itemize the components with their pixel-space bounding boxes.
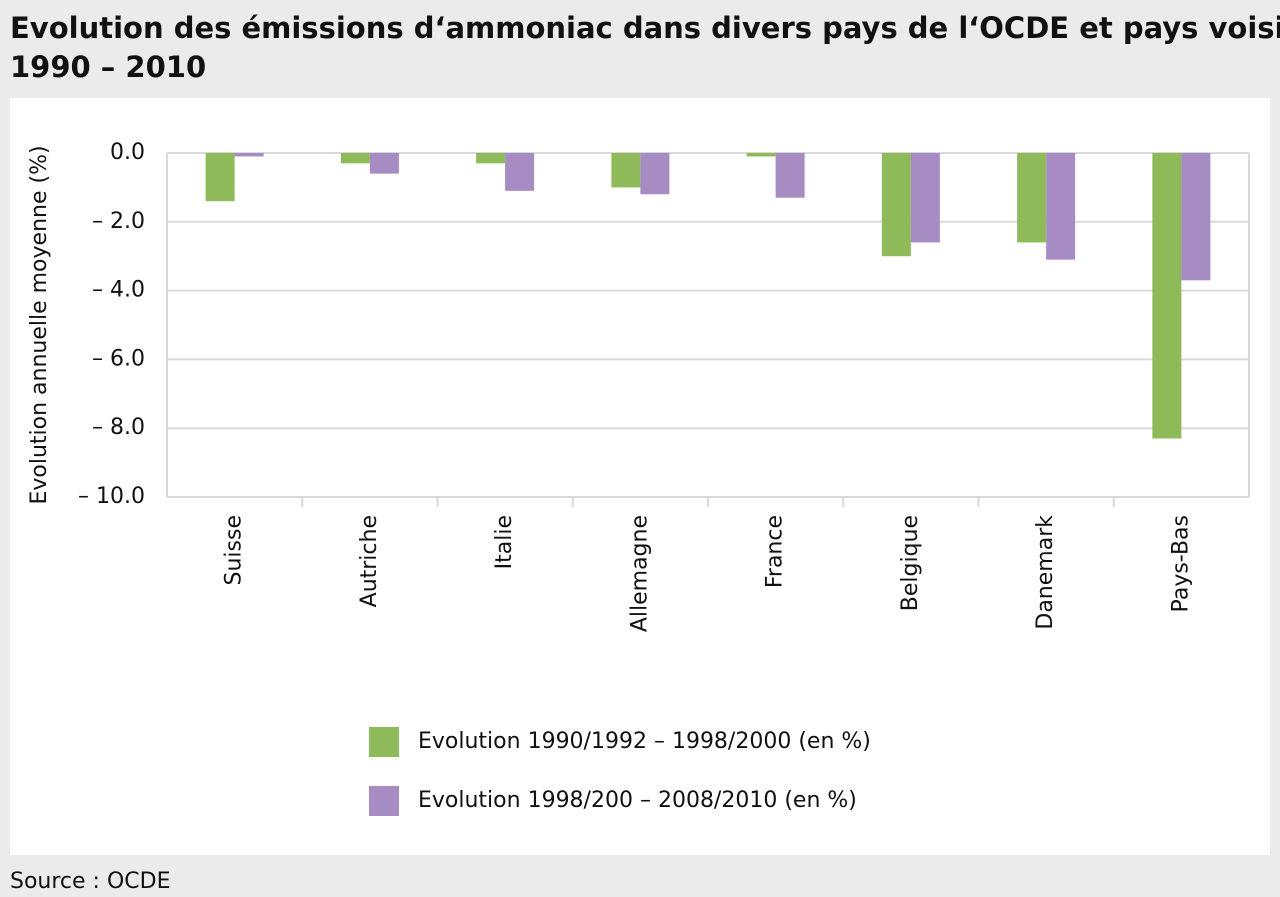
legend-label: Evolution 1990/1992 – 1998/2000 (en %) (418, 729, 871, 754)
y-tick-label: – 6.0 (92, 346, 145, 371)
bar (881, 153, 911, 257)
x-tick-label: Italie (492, 515, 517, 569)
y-axis-title: Evolution annuelle moyenne (%) (27, 145, 52, 504)
x-tick-label: Danemark (1033, 515, 1058, 630)
y-tick-label: – 2.0 (92, 209, 145, 234)
bar (476, 153, 506, 164)
bar (1181, 153, 1211, 281)
x-tick-label: France (763, 515, 788, 588)
legend-swatch (369, 727, 399, 757)
x-tick-label: Pays-Bas (1168, 515, 1193, 612)
bar (910, 153, 940, 243)
x-tick-label: Allemagne (627, 515, 652, 632)
bar (746, 153, 776, 157)
chart-title: Evolution des émissions d‘ammoniac dans … (10, 11, 1280, 45)
x-tick-label: Belgique (898, 515, 923, 611)
bar (205, 153, 235, 202)
x-tick-label: Autriche (357, 515, 382, 607)
bar (1017, 153, 1047, 243)
legend-swatch (369, 786, 399, 816)
bar (340, 153, 370, 164)
bar (234, 153, 264, 157)
bar (1152, 153, 1182, 439)
source: Source : OCDE (10, 869, 170, 894)
y-tick-label: – 4.0 (92, 278, 145, 303)
bar (775, 153, 805, 198)
legend-label: Evolution 1998/200 – 2008/2010 (en %) (418, 788, 857, 813)
chart-title: 1990 – 2010 (10, 50, 206, 84)
y-tick-label: – 10.0 (78, 484, 145, 509)
bar (1046, 153, 1076, 260)
x-tick-label: Suisse (222, 515, 247, 585)
bar (640, 153, 670, 195)
bar (505, 153, 535, 191)
y-tick-label: – 8.0 (92, 415, 145, 440)
y-tick-label: 0.0 (110, 140, 145, 165)
bar (369, 153, 399, 174)
bar (611, 153, 641, 188)
